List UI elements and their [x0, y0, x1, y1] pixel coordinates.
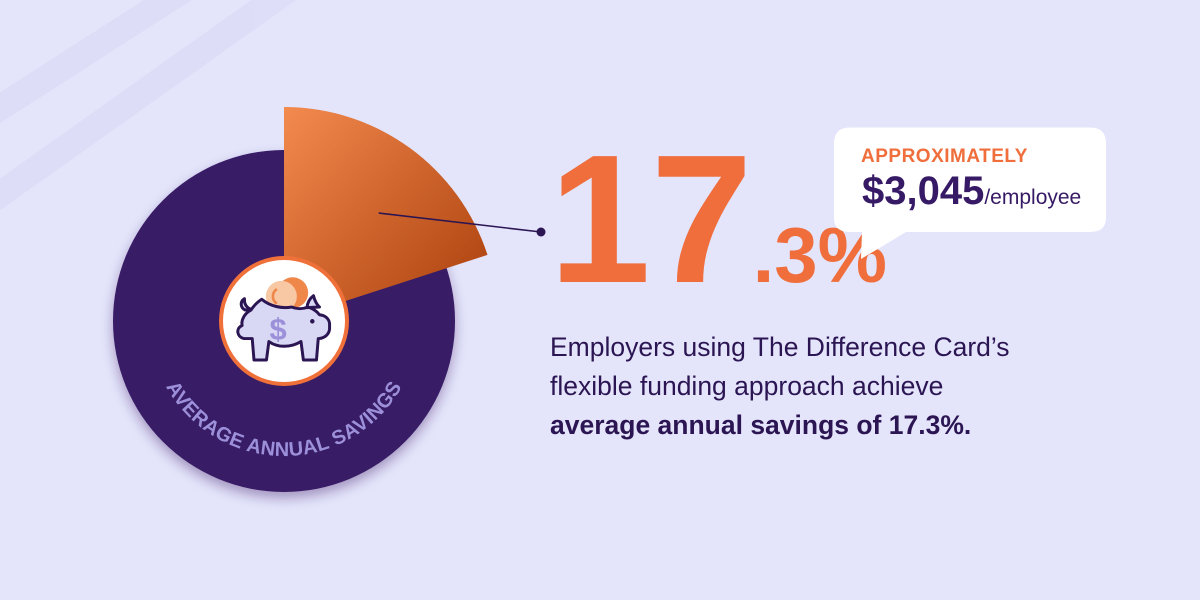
svg-text:APPROXIMATELY: APPROXIMATELY [861, 146, 1028, 167]
svg-text:$: $ [269, 312, 286, 347]
